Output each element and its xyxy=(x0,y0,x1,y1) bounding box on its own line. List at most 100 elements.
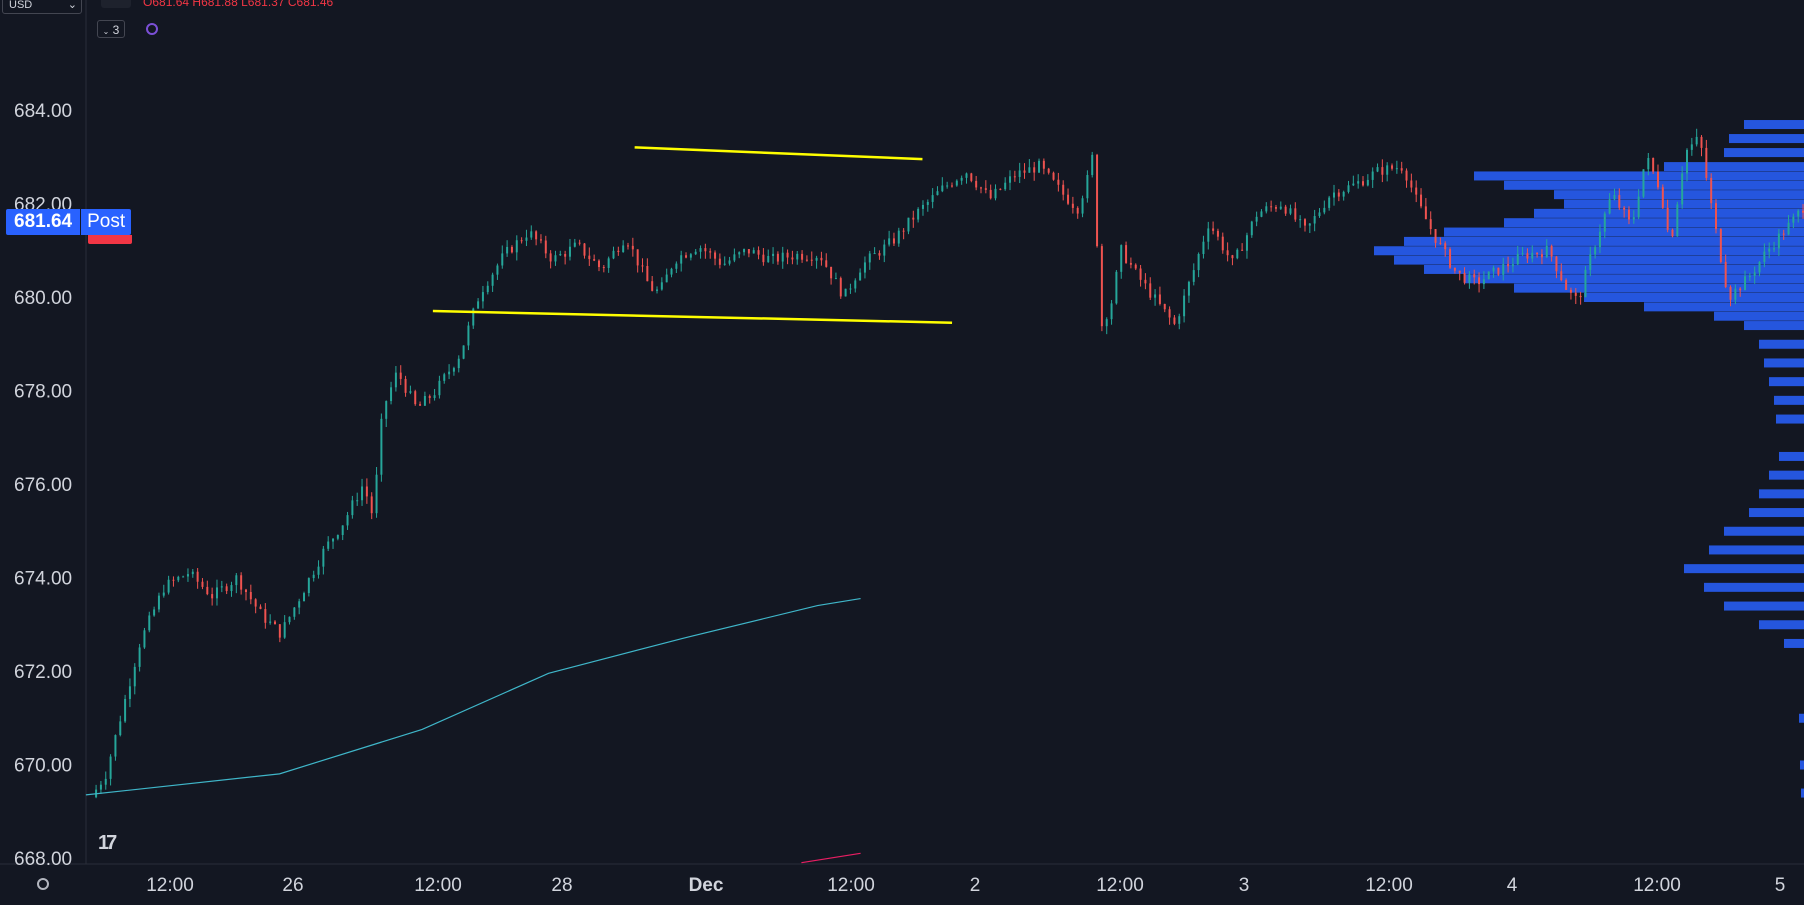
candle-body xyxy=(1545,245,1548,258)
candle-body xyxy=(1681,173,1684,205)
candle-body xyxy=(1777,233,1780,249)
candle-body xyxy=(888,238,891,245)
candle-body xyxy=(999,188,1002,190)
candle-body xyxy=(1744,276,1747,291)
candle-body xyxy=(1637,196,1640,218)
candle-body xyxy=(1700,136,1703,148)
candle-body xyxy=(1420,194,1423,207)
candle-body xyxy=(1719,229,1722,262)
last-price-value: 681.64 xyxy=(6,209,81,235)
y-tick-label: 670.00 xyxy=(14,756,72,777)
candle-body xyxy=(573,242,576,247)
candle-body xyxy=(235,575,238,586)
candle-body xyxy=(994,188,997,199)
candle-body xyxy=(148,615,151,631)
profile-bar xyxy=(1764,358,1804,368)
candle-body xyxy=(1052,172,1055,180)
x-tick-label: 26 xyxy=(282,875,303,896)
candle-body xyxy=(1376,167,1379,172)
currency-select[interactable]: USD ⌄ xyxy=(2,0,82,14)
candle-body xyxy=(510,246,513,253)
cycle-icon[interactable] xyxy=(146,23,158,35)
candle-body xyxy=(1023,170,1026,173)
candle-body xyxy=(1458,270,1461,273)
profile-bar xyxy=(1464,274,1804,284)
volume-profile xyxy=(1374,120,1804,798)
candle-body xyxy=(525,237,528,241)
ohlc-legend: O681.64 H681.88 L681.37 C681.46 xyxy=(143,0,333,9)
candle-body xyxy=(322,548,325,567)
candle-body xyxy=(390,387,393,402)
candle-body xyxy=(544,240,547,254)
candle-body xyxy=(1656,171,1659,188)
candle-body xyxy=(312,574,315,579)
candle-body xyxy=(873,253,876,255)
candle-body xyxy=(186,574,189,577)
candle-body xyxy=(1802,210,1804,213)
candle-body xyxy=(597,260,600,268)
candle-body xyxy=(1313,216,1316,224)
candle-body xyxy=(119,721,122,736)
y-tick-label: 676.00 xyxy=(14,475,72,496)
candle-body xyxy=(1715,203,1718,230)
candle-body xyxy=(1492,267,1495,272)
channel-trendline[interactable] xyxy=(432,309,953,324)
candle-body xyxy=(1671,229,1674,237)
candle-body xyxy=(1647,158,1650,170)
candle-body xyxy=(375,474,378,514)
candle-body xyxy=(501,253,504,266)
moon-icon[interactable] xyxy=(101,0,131,8)
candle-body xyxy=(699,248,702,252)
candle-body xyxy=(264,609,267,623)
channel-trendline[interactable] xyxy=(634,146,923,161)
candle-body xyxy=(1323,207,1326,213)
candle-body xyxy=(1753,272,1756,276)
indicator-count-button[interactable]: ⌄ 3 xyxy=(97,20,125,38)
profile-bar xyxy=(1504,218,1804,228)
candle-body xyxy=(506,246,509,254)
profile-bar xyxy=(1709,545,1804,555)
candle-body xyxy=(293,607,296,617)
candle-body xyxy=(747,249,750,254)
candle-body xyxy=(225,586,228,592)
candle-body xyxy=(191,571,194,575)
candle-body xyxy=(433,395,436,399)
profile-bar xyxy=(1684,564,1804,574)
candle-body xyxy=(138,647,141,667)
candle-body xyxy=(1202,241,1205,254)
candle-body xyxy=(1705,147,1708,178)
profile-bar xyxy=(1554,190,1804,200)
candle-body xyxy=(772,253,775,257)
candle-body xyxy=(153,609,156,616)
candle-body xyxy=(897,230,900,244)
candle-body xyxy=(283,622,286,638)
candle-body xyxy=(1294,208,1297,220)
profile-bar xyxy=(1394,255,1804,265)
candle-body xyxy=(849,288,852,290)
candle-body xyxy=(1352,183,1355,186)
candle-body xyxy=(1531,252,1534,259)
candle-body xyxy=(1216,230,1219,237)
candle-body xyxy=(1468,274,1471,283)
candle-body xyxy=(1260,211,1263,217)
settings-icon[interactable] xyxy=(37,878,49,890)
candle-body xyxy=(109,756,112,779)
tradingview-logo-icon[interactable]: 17 xyxy=(98,832,117,854)
candle-body xyxy=(288,616,291,623)
candle-body xyxy=(776,253,779,262)
candle-body xyxy=(1739,288,1742,291)
candle-body xyxy=(685,255,688,258)
candle-body xyxy=(1536,252,1539,255)
profile-bar xyxy=(1514,283,1804,293)
candle-body xyxy=(1453,267,1456,271)
candle-body xyxy=(830,266,833,279)
candle-body xyxy=(1318,212,1321,217)
candle-body xyxy=(883,244,886,256)
candle-body xyxy=(1579,295,1582,298)
candle-body xyxy=(259,606,262,610)
candle-body xyxy=(588,255,591,260)
candle-body xyxy=(1729,287,1732,300)
candle-body xyxy=(1652,158,1655,172)
candle-body xyxy=(796,253,799,260)
